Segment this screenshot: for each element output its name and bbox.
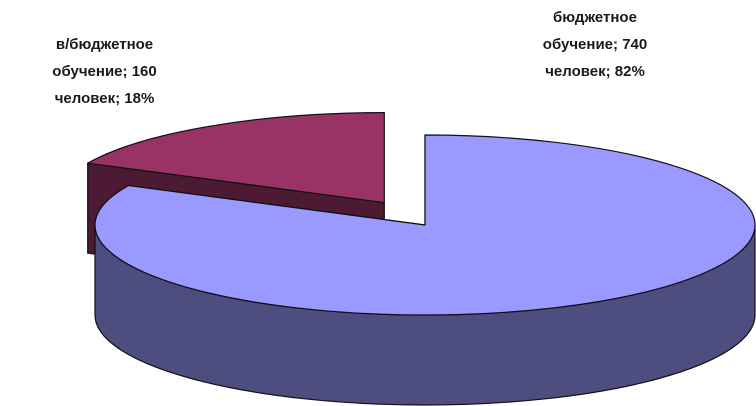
slice-offbudget-top	[87, 112, 385, 204]
data-label-offbudget: в/бюджетное обучение; 160 человек; 18%	[22, 31, 187, 112]
data-label-budget: бюджетное обучение; 740 человек; 82%	[510, 4, 680, 85]
data-label-budget-line-3: человек; 82%	[545, 63, 645, 80]
data-label-budget-line-1: бюджетное	[553, 9, 637, 26]
data-label-budget-line-2: обучение; 740	[542, 36, 648, 53]
data-label-offbudget-line-3: человек; 18%	[54, 90, 155, 107]
data-label-offbudget-line-1: в/бюджетное	[55, 36, 154, 53]
data-label-offbudget-line-2: обучение; 160	[52, 63, 157, 80]
slice-budget-top	[94, 134, 756, 316]
